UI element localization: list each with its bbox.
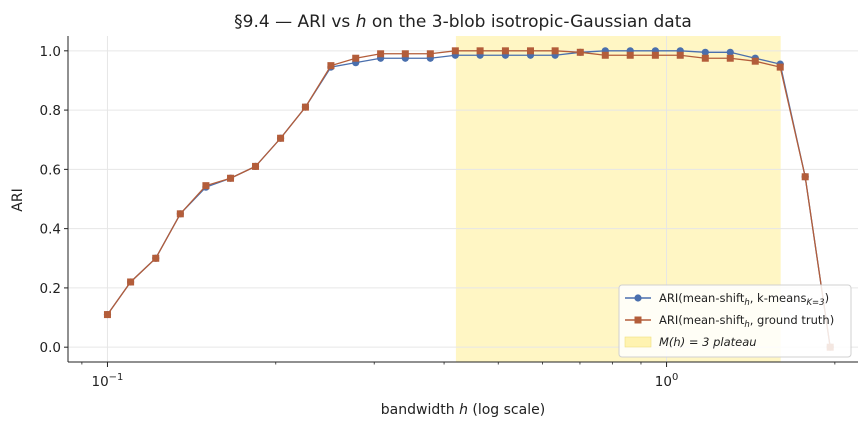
series-2-point-5 bbox=[227, 174, 235, 182]
series-2-point-7 bbox=[277, 134, 285, 142]
series-2-point-8 bbox=[301, 103, 309, 111]
legend-label-series-1: ARI(mean-shifth, k-meansK=3) bbox=[659, 291, 829, 308]
series-2-point-20 bbox=[601, 51, 609, 59]
legend-box bbox=[618, 284, 852, 358]
series-2-point-16 bbox=[501, 47, 509, 55]
series-1-point-25 bbox=[726, 48, 734, 56]
series-2-point-19 bbox=[576, 48, 584, 56]
series-2-point-3 bbox=[176, 210, 184, 218]
x-axis-label: bandwidth h (log scale) bbox=[381, 402, 545, 418]
y-tick-label-3: 0.6 bbox=[40, 162, 61, 178]
series-2-point-24 bbox=[701, 54, 709, 62]
series-1-point-24 bbox=[701, 48, 709, 56]
legend-marker-series-2 bbox=[634, 316, 642, 324]
series-2-point-23 bbox=[676, 51, 684, 59]
series-2-point-9 bbox=[327, 62, 335, 70]
series-2-point-25 bbox=[726, 54, 734, 62]
legend-marker-series-1 bbox=[634, 294, 642, 302]
legend-label-plateau: M(h) = 3 plateau bbox=[659, 335, 757, 349]
series-2-point-27 bbox=[776, 63, 784, 71]
series-2-point-12 bbox=[401, 50, 409, 58]
series-2-point-14 bbox=[451, 47, 459, 55]
y-tick-label-4: 0.8 bbox=[40, 103, 61, 119]
y-tick-label-0: 0.0 bbox=[40, 340, 61, 356]
series-2-point-22 bbox=[651, 51, 659, 59]
series-2-point-18 bbox=[551, 47, 559, 55]
x-tick-label-1: 100 bbox=[655, 372, 679, 390]
chart-title: §9.4 — ARI vs h on the 3-blob isotropic-… bbox=[234, 12, 692, 32]
series-2-point-2 bbox=[152, 254, 160, 262]
x-tick-label-0: 10−1 bbox=[91, 372, 123, 390]
legend-marker-plateau bbox=[624, 336, 652, 348]
legend: ARI(mean-shifth, k-meansK=3) ARI(mean-sh… bbox=[618, 284, 852, 358]
y-tick-label-1: 0.2 bbox=[40, 281, 61, 297]
series-2-point-10 bbox=[352, 54, 360, 62]
series-2-point-15 bbox=[476, 47, 484, 55]
plot-area: 0.0 0.2 0.4 0.6 0.8 1.0 10−1 100 bbox=[40, 36, 858, 390]
legend-label-series-2: ARI(mean-shifth, ground truth) bbox=[659, 313, 834, 330]
series-2-point-11 bbox=[377, 50, 385, 58]
series-2-point-26 bbox=[751, 57, 759, 65]
series-2-point-21 bbox=[626, 51, 634, 59]
series-2-point-17 bbox=[526, 47, 534, 55]
series-2-point-1 bbox=[127, 278, 135, 286]
series-2-point-28 bbox=[801, 173, 809, 181]
series-2-point-13 bbox=[426, 50, 434, 58]
series-2-point-0 bbox=[103, 311, 111, 319]
series-2-point-6 bbox=[252, 162, 260, 170]
y-tick-label-2: 0.4 bbox=[40, 222, 61, 238]
series-2-point-4 bbox=[202, 182, 210, 190]
y-axis-label: ARI bbox=[10, 188, 26, 211]
series-line-2 bbox=[106, 50, 831, 348]
y-tick-label-5: 1.0 bbox=[40, 44, 61, 60]
